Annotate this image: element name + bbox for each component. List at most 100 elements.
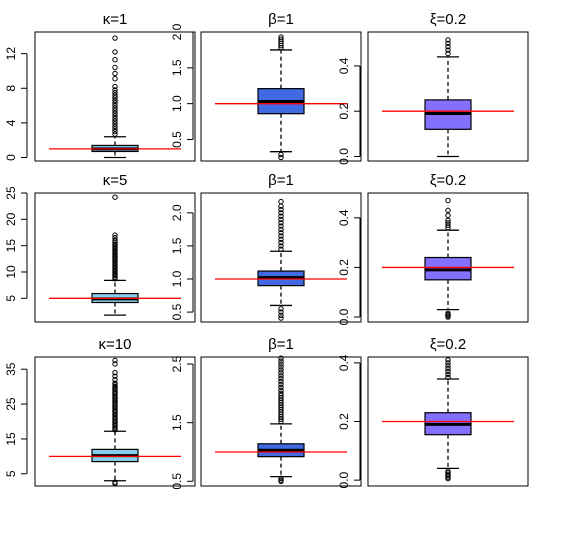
- outlier-point: [112, 376, 118, 383]
- plot-frame: [200, 31, 362, 162]
- outlier-point: [278, 243, 284, 249]
- outlier-point: [278, 216, 284, 223]
- outlier-point: [445, 222, 451, 228]
- outlier-point: [112, 35, 118, 41]
- outlier-point: [445, 212, 451, 219]
- y-tick-label: 25: [4, 186, 18, 200]
- y-tick-label: 2.5: [170, 355, 184, 372]
- outlier-point: [445, 50, 451, 57]
- panel-title: β=1: [268, 172, 294, 189]
- outlier-point: [112, 110, 118, 117]
- outlier-point: [278, 312, 284, 319]
- y-tick-label: 2.0: [170, 23, 184, 40]
- y-tick-label: 0.0: [337, 308, 351, 325]
- outlier-point: [112, 92, 118, 98]
- outlier-point: [278, 206, 284, 213]
- panel-9: ξ=0.2 0.0 0.2 0.4: [337, 336, 529, 488]
- outlier-point: [278, 370, 284, 376]
- panel-2: β=1 0.5 1.0 1.5 2.0: [170, 11, 362, 162]
- outlier-point: [278, 233, 284, 239]
- panel-title: ξ=0.2: [430, 11, 466, 28]
- outlier-point: [278, 361, 284, 367]
- y-tick-label: 1.5: [170, 414, 184, 431]
- y-tick-label: 20: [4, 212, 18, 226]
- outlier-point: [112, 194, 118, 200]
- outlier-point: [445, 225, 451, 231]
- outlier-point: [278, 151, 284, 158]
- outlier-point: [112, 70, 118, 77]
- panel-7: κ=10 5 15 25 35: [4, 336, 196, 487]
- y-tick-label: 1.0: [170, 95, 184, 112]
- outlier-point: [112, 232, 118, 238]
- outlier-point: [278, 358, 284, 364]
- outlier-point: [445, 37, 451, 43]
- outlier-point: [112, 369, 118, 376]
- outlier-point: [445, 468, 451, 475]
- outlier-point: [278, 226, 284, 233]
- panel-title: κ=10: [99, 336, 132, 353]
- outlier-point: [112, 242, 118, 249]
- outlier-point: [445, 371, 451, 378]
- panel-title: κ=1: [103, 11, 128, 28]
- panel-title: β=1: [268, 11, 294, 28]
- outlier-point: [278, 213, 284, 219]
- plot-frame: [200, 356, 362, 487]
- outlier-point: [445, 217, 451, 223]
- outlier-point: [278, 306, 284, 312]
- outlier-point: [112, 479, 118, 485]
- outlier-point: [112, 113, 118, 119]
- plot-frame: [367, 356, 529, 487]
- y-tick-label: 25: [4, 397, 18, 411]
- outlier-point: [112, 131, 118, 137]
- outlier-point: [278, 315, 284, 321]
- outlier-point: [278, 364, 284, 370]
- plot-frame: [34, 31, 196, 162]
- outlier-point: [112, 49, 118, 55]
- outlier-point: [112, 89, 118, 96]
- outlier-point: [278, 309, 284, 315]
- outlier-point: [112, 361, 118, 367]
- outlier-point: [278, 236, 284, 243]
- outlier-point: [112, 95, 118, 101]
- outlier-point: [278, 246, 284, 252]
- y-tick-label: 0: [4, 154, 18, 161]
- outlier-point: [278, 355, 284, 361]
- outlier-point: [445, 40, 451, 47]
- outlier-point: [112, 64, 118, 71]
- outlier-point: [112, 76, 118, 82]
- panel-1: κ=1 0 4 8 12: [4, 11, 196, 162]
- plot-frame: [34, 192, 196, 323]
- y-tick-label: 1.5: [170, 59, 184, 76]
- y-tick-label: 1.5: [170, 237, 184, 254]
- outlier-point: [445, 197, 451, 204]
- outlier-point: [112, 123, 118, 130]
- y-tick-label: 10: [4, 265, 18, 279]
- y-tick-label: 0.2: [337, 413, 351, 430]
- outlier-point: [445, 374, 451, 381]
- outlier-point: [278, 198, 284, 205]
- plot-frame: [367, 192, 529, 323]
- outlier-point: [112, 235, 118, 241]
- y-tick-label: 12: [4, 47, 18, 61]
- y-tick-label: 0.2: [337, 103, 351, 120]
- y-tick-label: 0.5: [170, 303, 184, 320]
- outlier-point: [445, 47, 451, 53]
- plot-frame: [200, 192, 362, 323]
- outlier-point: [278, 384, 284, 391]
- outlier-point: [445, 366, 451, 372]
- outlier-point: [112, 57, 118, 63]
- outlier-point: [445, 207, 451, 214]
- panel-title: ξ=0.2: [430, 336, 466, 353]
- outlier-point: [112, 100, 118, 106]
- outlier-point: [278, 223, 284, 229]
- y-tick-label: 2.0: [170, 204, 184, 221]
- outlier-point: [112, 380, 118, 386]
- outlier-point: [445, 220, 451, 226]
- panel-4: κ=5 5 10 15 20 25: [4, 172, 196, 323]
- outlier-point: [112, 118, 118, 124]
- panel-6: ξ=0.2 0.0 0.2 0.4: [337, 172, 529, 325]
- y-tick-label: 15: [4, 239, 18, 253]
- outlier-point: [278, 229, 284, 236]
